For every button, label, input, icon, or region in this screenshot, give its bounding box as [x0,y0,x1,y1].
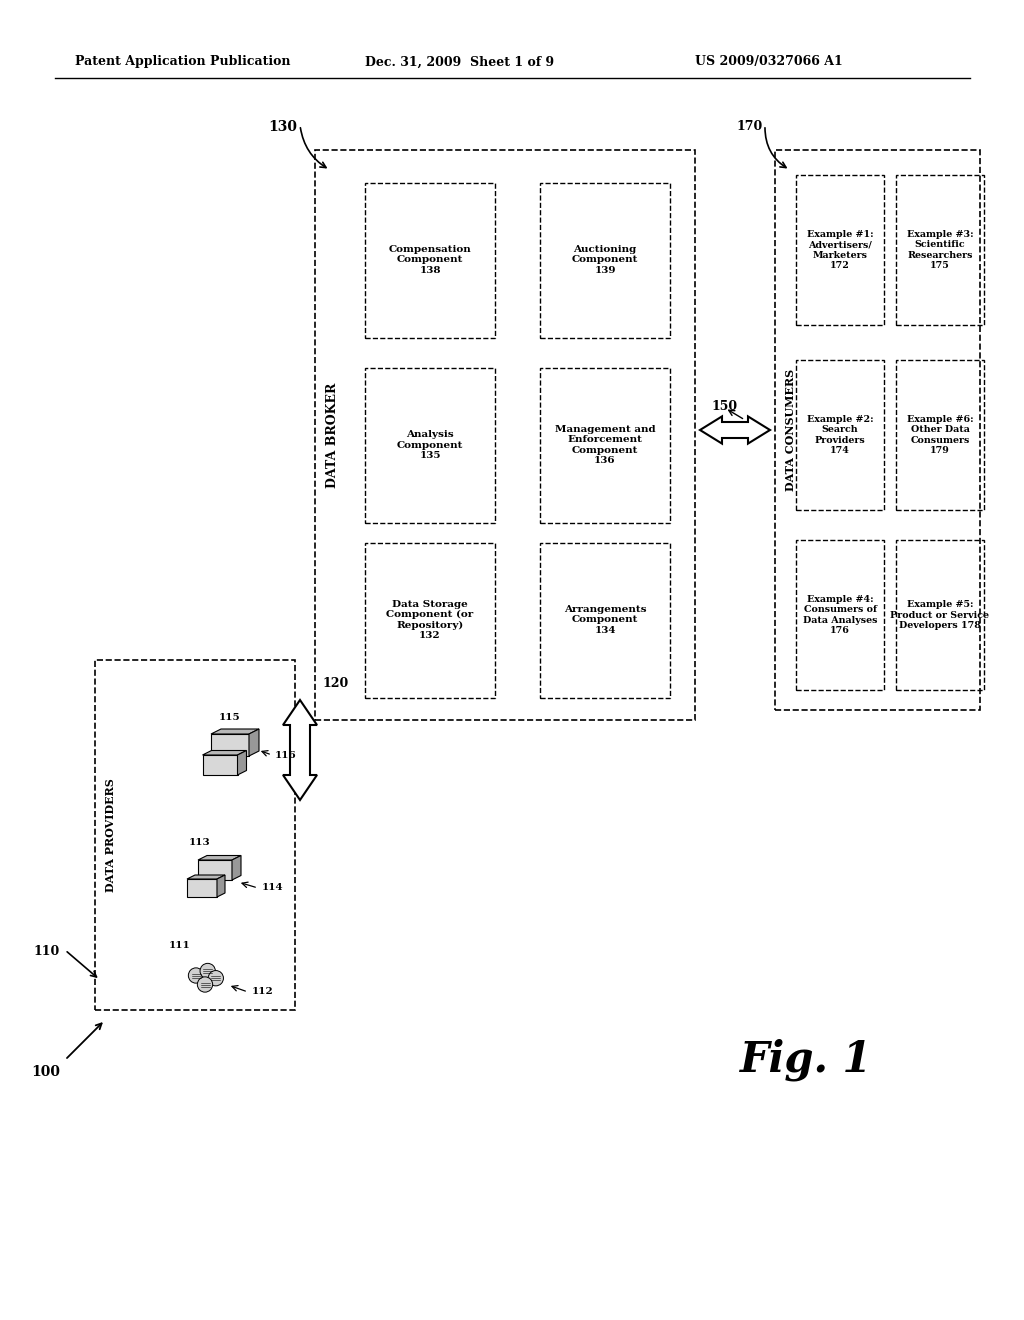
Text: Example #6:
Other Data
Consumers
179: Example #6: Other Data Consumers 179 [906,414,974,455]
Bar [365,182,495,338]
Text: US 2009/0327066 A1: US 2009/0327066 A1 [695,55,843,69]
Circle shape [188,968,204,983]
Bar [796,360,884,510]
Bar [187,879,217,898]
Polygon shape [217,875,225,898]
Text: Example #3:
Scientific
Researchers
175: Example #3: Scientific Researchers 175 [906,230,974,271]
Text: 100: 100 [31,1065,60,1078]
Bar [203,755,238,775]
Text: Example #4:
Consumers of
Data Analyses
176: Example #4: Consumers of Data Analyses 1… [803,595,878,635]
Text: 112: 112 [252,987,273,997]
Text: 170: 170 [736,120,763,133]
Text: Example #1:
Advertisers/
Marketers
172: Example #1: Advertisers/ Marketers 172 [807,230,873,271]
Bar [198,861,232,880]
Circle shape [200,964,215,978]
Bar [540,367,670,523]
Polygon shape [700,416,770,444]
Bar [365,367,495,523]
Text: Auctioning
Component
139: Auctioning Component 139 [571,246,638,275]
Text: Data Storage
Component (or
Repository)
132: Data Storage Component (or Repository) 1… [386,599,474,640]
Bar [540,182,670,338]
Text: Compensation
Component
138: Compensation Component 138 [389,246,471,275]
Text: Analysis
Component
135: Analysis Component 135 [397,430,463,459]
Polygon shape [249,729,259,756]
Text: 130: 130 [268,120,297,135]
Bar [796,540,884,690]
Text: Example #2:
Search
Providers
174: Example #2: Search Providers 174 [807,414,873,455]
Bar [211,734,249,756]
Polygon shape [198,855,241,861]
Text: 110: 110 [34,945,60,958]
Bar [315,150,695,719]
Bar [896,540,984,690]
Bar [365,543,495,697]
Bar [896,176,984,325]
Text: DATA PROVIDERS: DATA PROVIDERS [105,777,117,892]
Text: 120: 120 [322,677,348,690]
Bar [796,176,884,325]
Polygon shape [238,751,247,775]
Circle shape [198,977,213,993]
Bar [775,150,980,710]
Polygon shape [283,700,317,800]
Polygon shape [187,875,225,879]
Text: DATA CONSUMERS: DATA CONSUMERS [785,368,797,491]
Text: Arrangements
Component
134: Arrangements Component 134 [564,605,646,635]
Text: 116: 116 [275,751,297,759]
Text: Dec. 31, 2009  Sheet 1 of 9: Dec. 31, 2009 Sheet 1 of 9 [365,55,554,69]
Polygon shape [232,855,241,880]
Circle shape [208,970,223,986]
Text: Management and
Enforcement
Component
136: Management and Enforcement Component 136 [555,425,655,465]
Text: Example #5:
Product or Service
Developers 178: Example #5: Product or Service Developer… [891,601,989,630]
Polygon shape [203,751,247,755]
Bar [95,660,295,1010]
Text: 115: 115 [219,713,241,722]
Polygon shape [211,729,259,734]
Text: DATA BROKER: DATA BROKER [327,383,340,487]
Text: 111: 111 [169,941,190,950]
Bar [896,360,984,510]
Text: 113: 113 [189,838,211,847]
Bar [540,543,670,697]
Text: 150: 150 [712,400,738,413]
Text: Patent Application Publication: Patent Application Publication [75,55,291,69]
Text: Fig. 1: Fig. 1 [740,1039,872,1081]
Text: 114: 114 [262,883,284,892]
